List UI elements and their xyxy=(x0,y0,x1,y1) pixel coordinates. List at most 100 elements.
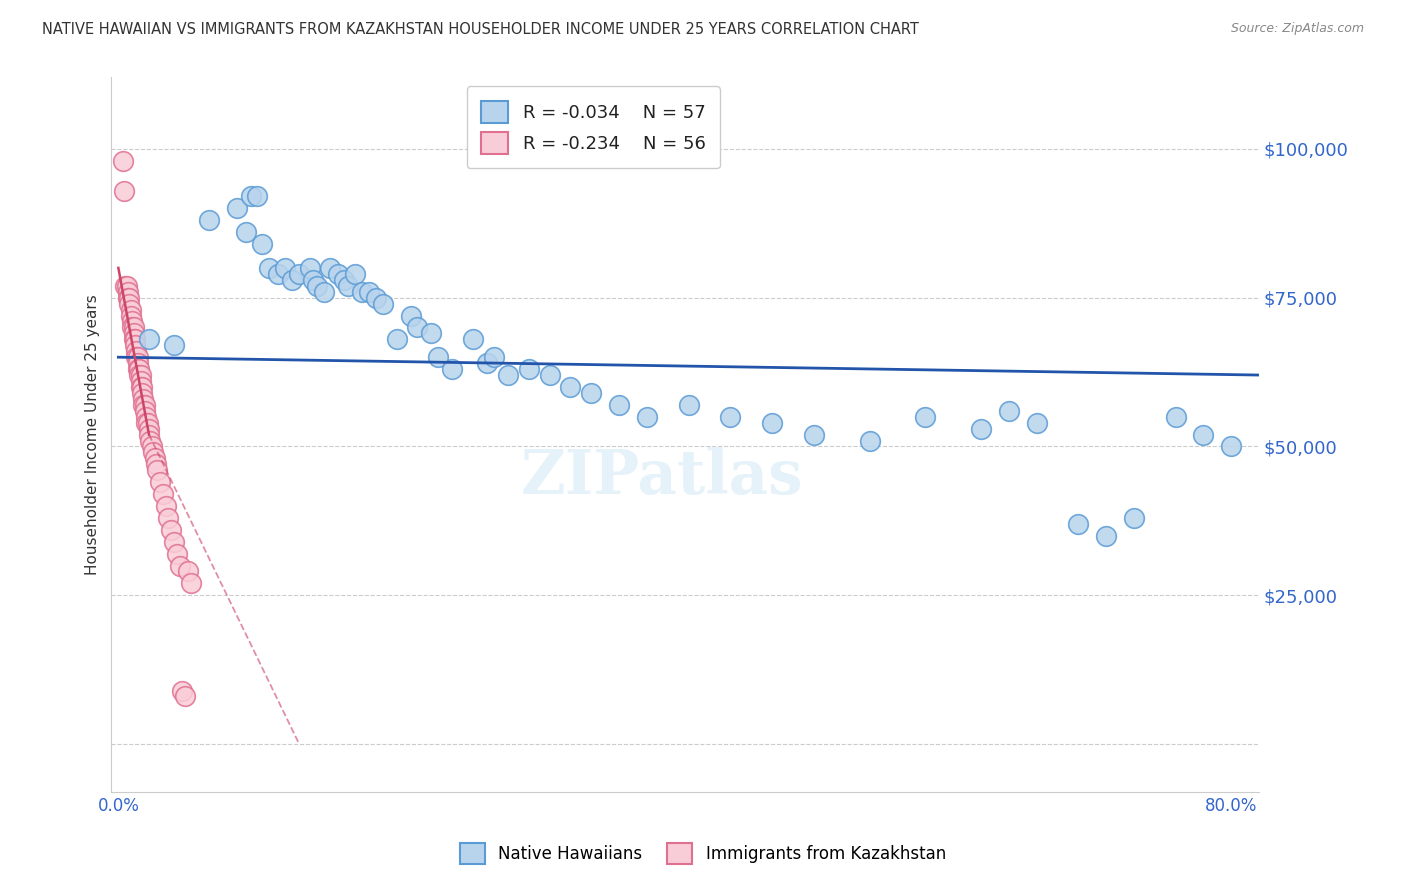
Point xyxy=(128,368,150,382)
Point xyxy=(239,189,262,203)
Point xyxy=(172,683,194,698)
Point xyxy=(127,356,149,370)
Point xyxy=(155,499,177,513)
Point xyxy=(132,392,155,406)
Point xyxy=(135,409,157,424)
Point xyxy=(246,189,269,203)
Point xyxy=(281,273,304,287)
Point xyxy=(163,338,186,352)
Point xyxy=(174,690,197,704)
Point xyxy=(128,362,150,376)
Point xyxy=(1220,440,1243,454)
Point xyxy=(120,309,142,323)
Point xyxy=(496,368,519,382)
Point xyxy=(1095,529,1118,543)
Point xyxy=(678,398,700,412)
Point xyxy=(1067,516,1090,531)
Point xyxy=(560,380,582,394)
Point xyxy=(122,320,145,334)
Point xyxy=(441,362,464,376)
Point xyxy=(136,416,159,430)
Point xyxy=(120,302,142,317)
Point xyxy=(134,403,156,417)
Point xyxy=(121,320,143,334)
Point xyxy=(997,403,1019,417)
Point xyxy=(250,237,273,252)
Point xyxy=(288,267,311,281)
Point xyxy=(299,260,322,275)
Point xyxy=(332,273,354,287)
Point xyxy=(125,350,148,364)
Point xyxy=(475,356,498,370)
Point xyxy=(1192,427,1215,442)
Point xyxy=(145,458,167,472)
Text: NATIVE HAWAIIAN VS IMMIGRANTS FROM KAZAKHSTAN HOUSEHOLDER INCOME UNDER 25 YEARS : NATIVE HAWAIIAN VS IMMIGRANTS FROM KAZAK… xyxy=(42,22,920,37)
Point xyxy=(517,362,540,376)
Point xyxy=(636,409,658,424)
Point xyxy=(138,427,160,442)
Point xyxy=(122,332,145,346)
Point xyxy=(114,278,136,293)
Point xyxy=(399,309,422,323)
Point xyxy=(139,434,162,448)
Point xyxy=(166,547,188,561)
Point xyxy=(319,260,342,275)
Point xyxy=(858,434,880,448)
Point xyxy=(112,184,135,198)
Y-axis label: Householder Income Under 25 years: Householder Income Under 25 years xyxy=(86,294,100,575)
Point xyxy=(328,267,350,281)
Point xyxy=(177,565,200,579)
Point xyxy=(131,385,153,400)
Point xyxy=(138,422,160,436)
Point xyxy=(127,362,149,376)
Point xyxy=(124,338,146,352)
Point xyxy=(371,296,394,310)
Point xyxy=(357,285,380,299)
Point xyxy=(482,350,505,364)
Point xyxy=(142,445,165,459)
Text: Source: ZipAtlas.com: Source: ZipAtlas.com xyxy=(1230,22,1364,36)
Point xyxy=(274,260,297,275)
Legend: Native Hawaiians, Immigrants from Kazakhstan: Native Hawaiians, Immigrants from Kazakh… xyxy=(453,837,953,871)
Point xyxy=(914,409,936,424)
Point xyxy=(124,332,146,346)
Point xyxy=(117,291,139,305)
Point xyxy=(134,398,156,412)
Point xyxy=(111,153,134,168)
Point xyxy=(314,285,336,299)
Point xyxy=(149,475,172,490)
Point xyxy=(257,260,280,275)
Point xyxy=(406,320,429,334)
Point xyxy=(427,350,450,364)
Point xyxy=(129,380,152,394)
Point xyxy=(385,332,408,346)
Point xyxy=(970,422,993,436)
Point xyxy=(197,213,219,227)
Point xyxy=(160,523,183,537)
Point xyxy=(538,368,561,382)
Point xyxy=(343,267,366,281)
Point xyxy=(157,511,180,525)
Point xyxy=(115,278,138,293)
Point xyxy=(235,225,257,239)
Point xyxy=(152,487,174,501)
Point xyxy=(117,285,139,299)
Point xyxy=(169,558,191,573)
Point xyxy=(607,398,630,412)
Point xyxy=(132,398,155,412)
Point xyxy=(121,314,143,328)
Point xyxy=(141,440,163,454)
Point xyxy=(129,374,152,388)
Point xyxy=(461,332,484,346)
Point xyxy=(1025,416,1047,430)
Point xyxy=(364,291,387,305)
Point xyxy=(302,273,325,287)
Point xyxy=(350,285,373,299)
Point xyxy=(118,291,141,305)
Point xyxy=(307,278,329,293)
Point xyxy=(803,427,825,442)
Point xyxy=(1122,511,1144,525)
Point xyxy=(125,344,148,359)
Point xyxy=(122,326,145,341)
Point xyxy=(131,380,153,394)
